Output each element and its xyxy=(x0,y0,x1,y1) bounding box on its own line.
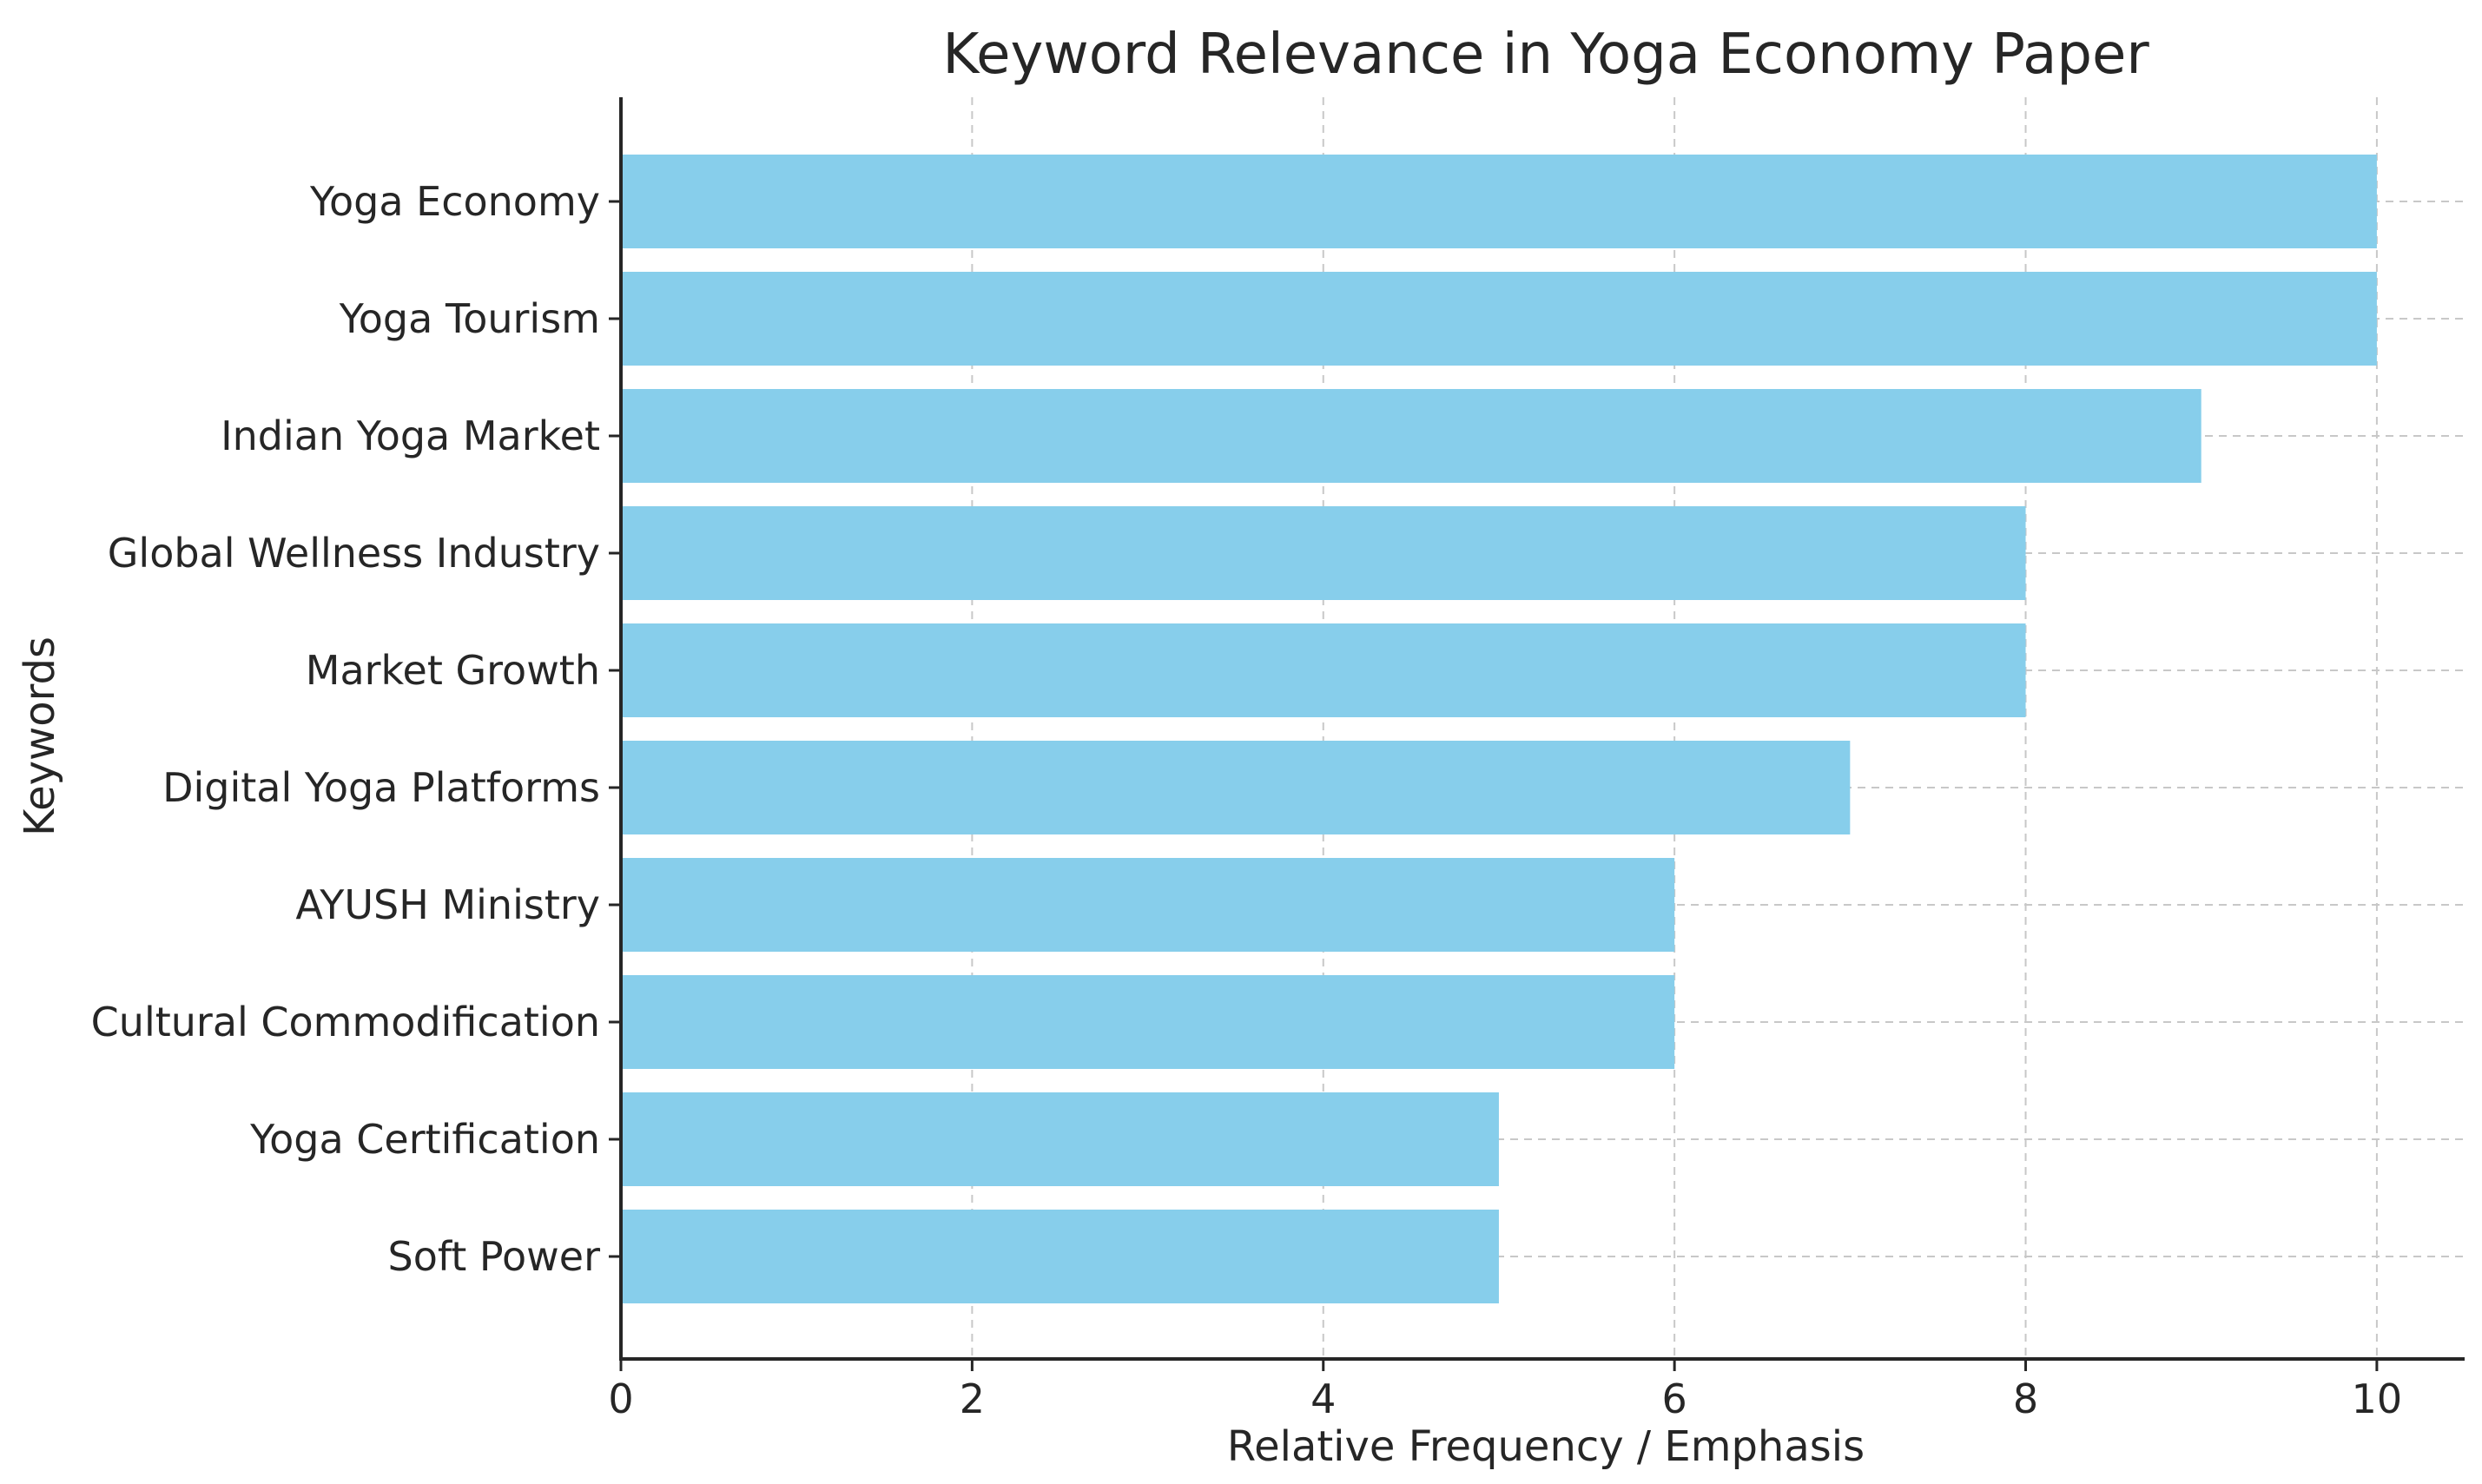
y-tick-label-8: Yoga Certification xyxy=(249,1116,600,1163)
bar-1 xyxy=(621,272,2377,366)
x-tick-label-3: 6 xyxy=(1662,1375,1687,1422)
y-axis-label: Keywords xyxy=(16,636,64,836)
axes xyxy=(609,97,2465,1371)
bar-2 xyxy=(621,389,2201,483)
y-tick-label-9: Soft Power xyxy=(388,1233,601,1280)
x-tick-label-2: 4 xyxy=(1310,1375,1336,1422)
x-tick-label-1: 2 xyxy=(960,1375,985,1422)
x-tick-label-5: 10 xyxy=(2352,1375,2403,1422)
y-tick-label-2: Indian Yoga Market xyxy=(221,412,600,459)
bar-9 xyxy=(621,1210,1499,1303)
y-tick-label-4: Market Growth xyxy=(306,647,600,694)
y-tick-label-6: AYUSH Ministry xyxy=(295,881,600,928)
bar-4 xyxy=(621,623,2026,717)
x-tick-label-0: 0 xyxy=(608,1375,633,1422)
bar-3 xyxy=(621,506,2026,600)
bar-6 xyxy=(621,858,1675,952)
bar-8 xyxy=(621,1092,1499,1186)
y-tick-label-0: Yoga Economy xyxy=(309,178,600,225)
y-tick-label-7: Cultural Commodification xyxy=(91,999,600,1045)
x-tick-label-4: 8 xyxy=(2013,1375,2038,1422)
labels: Keyword Relevance in Yoga Economy Paper … xyxy=(16,23,2402,1471)
y-tick-label-5: Digital Yoga Platforms xyxy=(162,764,600,811)
bars xyxy=(621,155,2377,1303)
x-axis-label: Relative Frequency / Emphasis xyxy=(1227,1422,1865,1471)
chart-title: Keyword Relevance in Yoga Economy Paper xyxy=(942,23,2149,87)
bar-7 xyxy=(621,975,1675,1069)
y-tick-label-1: Yoga Tourism xyxy=(339,295,600,342)
bar-0 xyxy=(621,155,2377,248)
bar-5 xyxy=(621,741,1851,834)
y-tick-label-3: Global Wellness Industry xyxy=(108,530,600,577)
